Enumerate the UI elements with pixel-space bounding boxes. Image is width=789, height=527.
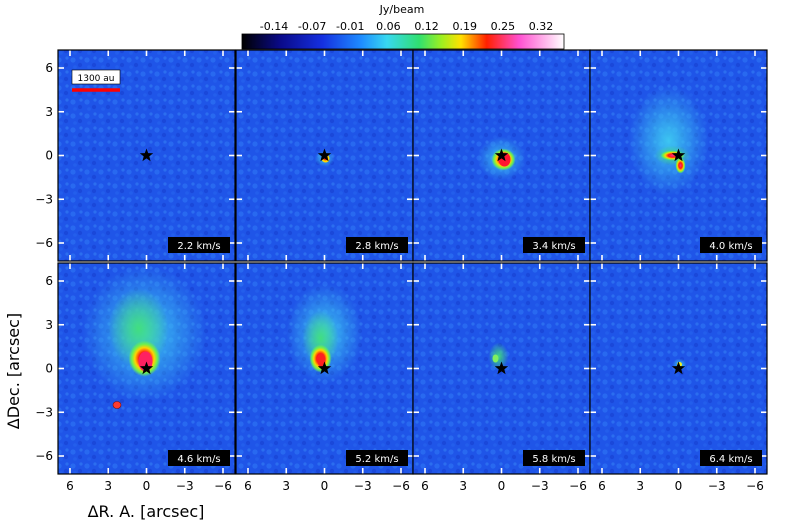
star-marker	[139, 148, 154, 162]
star-marker	[139, 361, 154, 375]
panel-ticks	[236, 263, 413, 474]
x-tick-label: 0	[321, 479, 329, 493]
x-tick-label: 6	[421, 479, 429, 493]
channel-panel: 5.8 km/s 6 3 0 −3 −6	[412, 262, 591, 493]
y-tick-label: 6	[45, 61, 53, 75]
y-tick-label: 0	[45, 362, 53, 376]
channel-panel: 5.2 km/s 6 3 0 −3 −6	[235, 262, 414, 493]
scale-bar-label: 1300 au	[78, 74, 115, 84]
colorbar-tick-label: -0.01	[336, 20, 364, 33]
x-axis-label: ΔR. A. [arcsec]	[88, 502, 205, 521]
y-axis-label: ΔDec. [arcsec]	[4, 313, 23, 429]
velocity-label: 2.2 km/s	[177, 241, 220, 252]
velocity-label-box	[700, 450, 762, 466]
velocity-label: 5.2 km/s	[355, 454, 398, 465]
colorbar-tick-label: 0.06	[376, 20, 401, 33]
x-tick-label: 3	[282, 479, 290, 493]
velocity-label: 4.0 km/s	[709, 241, 752, 252]
colorbar-tick-label: 0.12	[414, 20, 439, 33]
star-marker	[671, 361, 686, 375]
x-tick-label: −6	[746, 479, 764, 493]
panel-ticks	[58, 263, 235, 474]
x-tick-label: −6	[392, 479, 410, 493]
beam-ellipse	[112, 401, 122, 409]
channel-panel: 4.6 km/s 6 3 0 −3 −6 6 3 0 −3 −6	[35, 262, 236, 493]
star-marker	[317, 148, 332, 162]
star-marker	[671, 148, 686, 162]
colorbar-tick-label: 0.25	[491, 20, 516, 33]
y-tick-label: 6	[45, 274, 53, 288]
channel-panel: 3.4 km/s	[412, 49, 591, 262]
velocity-label-box	[168, 237, 230, 253]
panel-frame	[57, 262, 236, 475]
star-marker	[494, 361, 509, 375]
y-tick-label: 0	[45, 149, 53, 163]
colorbar-tick-label: -0.14	[260, 20, 288, 33]
panel-frame	[589, 49, 768, 262]
x-tick-label: 3	[104, 479, 112, 493]
colorbar-tick-label: 0.19	[452, 20, 477, 33]
y-tick-label: −6	[35, 449, 53, 463]
panel-ticks	[58, 50, 235, 261]
panel-ticks	[413, 50, 590, 261]
x-tick-label: −6	[214, 479, 232, 493]
star-marker	[494, 148, 509, 162]
y-tick-label: 3	[45, 105, 53, 119]
x-tick-label: 0	[143, 479, 151, 493]
velocity-label-box	[346, 450, 408, 466]
panel-frame	[589, 262, 768, 475]
x-tick-label: 0	[675, 479, 683, 493]
y-tick-label: −3	[35, 405, 53, 419]
scale-bar-label-box	[71, 69, 121, 85]
colorbar-tick-label: 0.32	[529, 20, 554, 33]
velocity-label-box	[523, 237, 585, 253]
panel-ticks	[590, 50, 767, 261]
panel-ticks	[413, 263, 590, 474]
colorbar-unit-label: Jy/beam	[379, 3, 425, 16]
channel-panel: 2.8 km/s	[235, 49, 414, 262]
velocity-label-box	[168, 450, 230, 466]
colorbar-tick-label: -0.07	[298, 20, 326, 33]
x-tick-label: 3	[459, 479, 467, 493]
velocity-label: 6.4 km/s	[709, 454, 752, 465]
channel-panel: 2.2 km/s 6 3 0 −3 −6 1300 au	[35, 49, 236, 262]
colorbar-gradient	[241, 33, 565, 50]
x-tick-label: 0	[498, 479, 506, 493]
velocity-label: 5.8 km/s	[532, 454, 575, 465]
channel-panel: 6.4 km/s 6 3 0 −3 −6	[589, 262, 768, 493]
panel-frame	[57, 49, 236, 262]
x-tick-label: −3	[176, 479, 194, 493]
y-tick-label: 3	[45, 318, 53, 332]
channel-panel: 4.0 km/s	[589, 49, 768, 262]
x-tick-label: −6	[569, 479, 587, 493]
panel-ticks	[590, 263, 767, 474]
x-tick-label: −3	[354, 479, 372, 493]
velocity-label-box	[700, 237, 762, 253]
velocity-label-box	[346, 237, 408, 253]
x-tick-label: −3	[708, 479, 726, 493]
x-tick-label: 6	[244, 479, 252, 493]
velocity-label-box	[523, 450, 585, 466]
panel-ticks	[236, 50, 413, 261]
velocity-label: 3.4 km/s	[532, 241, 575, 252]
velocity-label: 2.8 km/s	[355, 241, 398, 252]
y-tick-label: −6	[35, 236, 53, 250]
channel-panels: 2.2 km/s 6 3 0 −3 −6 1300 au 2.8 km/s 3.4 km/s 4.…	[35, 49, 768, 493]
x-tick-label: 3	[636, 479, 644, 493]
x-tick-label: −3	[531, 479, 549, 493]
star-marker	[317, 361, 332, 375]
y-tick-label: −3	[35, 192, 53, 206]
colorbar: Jy/beam -0.14 -0.07 -0.01 0.06 0.12 0.19 0.25 0…	[241, 3, 565, 50]
x-tick-label: 6	[598, 479, 606, 493]
x-tick-label: 6	[66, 479, 74, 493]
velocity-label: 4.6 km/s	[177, 454, 220, 465]
